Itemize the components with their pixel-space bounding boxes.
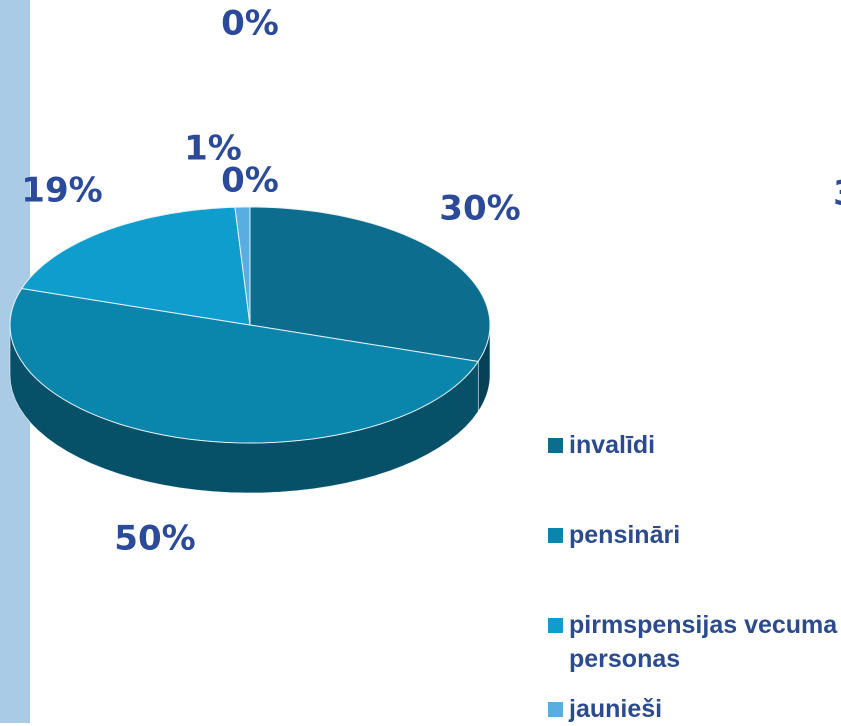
legend-item: pirmspensijas vecuma personas <box>548 608 838 676</box>
data-label: 1% <box>184 129 242 169</box>
data-label: 50% <box>114 519 195 559</box>
pie-slice <box>9 287 480 444</box>
legend-item: pensināri <box>548 518 838 552</box>
data-label: 19% <box>21 171 102 211</box>
legend-label: pensināri <box>569 521 681 549</box>
legend-label: jaunieši <box>569 695 663 723</box>
legend-swatch <box>548 702 563 717</box>
pie-slice <box>249 206 491 363</box>
pie-slice <box>234 206 251 326</box>
data-label: 0% <box>221 161 279 201</box>
legend-swatch <box>548 438 563 453</box>
legend-swatch <box>548 528 563 543</box>
annotation: 3 <box>833 174 841 214</box>
legend-item: jaunieši <box>548 692 838 726</box>
legend-label: pirmspensijas vecuma personas <box>569 611 838 673</box>
data-label: 30% <box>439 189 520 229</box>
legend-item: invalīdi <box>548 428 838 462</box>
pie-slice <box>20 206 251 326</box>
data-label: 0% <box>221 4 279 44</box>
legend-swatch <box>548 618 563 633</box>
legend-label: invalīdi <box>569 431 656 459</box>
